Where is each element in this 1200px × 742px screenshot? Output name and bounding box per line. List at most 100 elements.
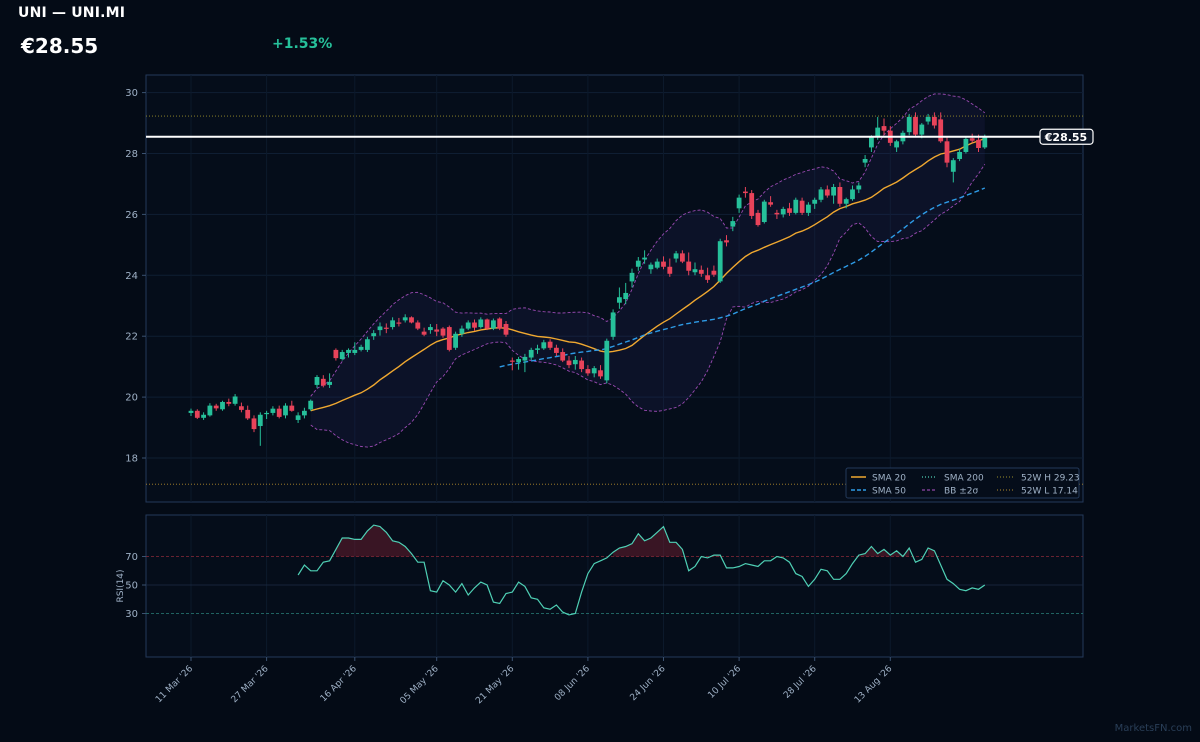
candle <box>194 409 200 420</box>
candle <box>276 405 282 419</box>
candle <box>339 349 345 361</box>
candle <box>226 398 232 407</box>
candle <box>560 348 566 363</box>
candle-body <box>698 269 704 274</box>
candle <box>446 325 452 352</box>
legend-label-52w-high: 52W H 29.23 <box>1021 474 1080 484</box>
candle <box>749 190 755 219</box>
candle <box>377 322 383 336</box>
candle <box>245 405 251 420</box>
rsi-axis-label: RSI(14) <box>116 569 126 602</box>
rsi-overbought-fill <box>613 526 683 557</box>
candle-body <box>831 186 836 196</box>
candle-body <box>213 405 219 409</box>
candle-body <box>207 405 213 416</box>
candle <box>295 412 301 423</box>
x-axis: 11 Mar '26 27 Mar '26 16 Apr '26 05 May '26… <box>154 657 895 706</box>
candle-body <box>919 124 925 135</box>
candle <box>428 324 433 334</box>
watermark: MarketsFN.com <box>1114 723 1192 734</box>
legend-label-sma20: SMA 20 <box>872 474 906 484</box>
candle-body <box>572 359 578 365</box>
candle <box>371 330 377 340</box>
candle-body <box>906 116 912 133</box>
candle <box>365 336 370 353</box>
price-tick-label: 26 <box>125 210 138 221</box>
candle-body <box>472 322 477 328</box>
candle <box>346 348 351 358</box>
candle <box>698 265 704 277</box>
price-grid <box>146 75 1083 502</box>
candle-body <box>396 322 402 324</box>
candle <box>963 136 969 154</box>
candle <box>358 344 364 352</box>
x-tick-label: 13 Aug '26 <box>853 664 895 706</box>
candle-body <box>497 318 503 329</box>
candle-body <box>522 356 528 361</box>
candle-body <box>257 414 263 427</box>
candle <box>837 182 843 207</box>
rsi-panel <box>145 514 1084 658</box>
candle <box>516 356 521 370</box>
price-tick-label: 18 <box>125 454 138 465</box>
candle-body <box>812 199 818 204</box>
price-tick-label: 22 <box>125 332 138 343</box>
candle-body <box>308 400 314 410</box>
candle-body <box>950 160 956 172</box>
rsi-tick-label: 70 <box>125 552 138 563</box>
candle <box>327 373 332 388</box>
candle <box>850 185 855 201</box>
candle-body <box>642 257 647 260</box>
candle-body <box>604 340 610 381</box>
sma50-line <box>499 187 986 368</box>
candle <box>251 415 257 433</box>
candle <box>780 206 786 218</box>
candle-body <box>824 189 830 196</box>
candle <box>906 113 912 136</box>
candle-body <box>925 116 931 122</box>
candle <box>686 252 692 276</box>
candle <box>932 112 937 129</box>
candle-body <box>780 208 786 215</box>
candle <box>232 394 238 406</box>
candle-body <box>289 405 295 411</box>
candle-body <box>629 272 635 282</box>
candle-body <box>440 328 446 336</box>
candle <box>957 148 962 162</box>
x-tick-label: 24 Jun '26 <box>629 664 668 703</box>
candle <box>648 262 654 274</box>
candle <box>969 133 975 143</box>
candle <box>730 216 736 232</box>
candle-body <box>528 349 534 358</box>
candle <box>881 118 887 136</box>
candle-body <box>465 322 471 329</box>
candle-body <box>484 319 490 329</box>
candle-body <box>768 202 773 205</box>
candle-body <box>302 410 307 416</box>
candle <box>604 338 610 384</box>
candle-body <box>875 127 881 137</box>
candle <box>944 136 950 168</box>
candle-body <box>932 116 937 126</box>
candle <box>585 365 591 376</box>
candle <box>415 320 421 331</box>
candle-body <box>856 185 862 190</box>
candle-body <box>982 136 988 148</box>
candle <box>799 197 805 216</box>
candle-body <box>969 138 975 141</box>
candle-body <box>635 260 641 267</box>
candle-body <box>459 328 465 334</box>
candle-body <box>232 396 238 404</box>
candle <box>302 407 307 419</box>
x-tick-label: 16 Apr '26 <box>319 664 359 704</box>
candle <box>724 235 729 247</box>
candle <box>894 139 899 152</box>
candle <box>472 319 477 331</box>
candle-body <box>724 240 729 243</box>
candle <box>270 406 276 416</box>
candle <box>774 209 780 219</box>
candle <box>308 399 314 411</box>
candle-body <box>365 339 370 350</box>
candle <box>743 186 748 198</box>
candle <box>617 287 622 309</box>
